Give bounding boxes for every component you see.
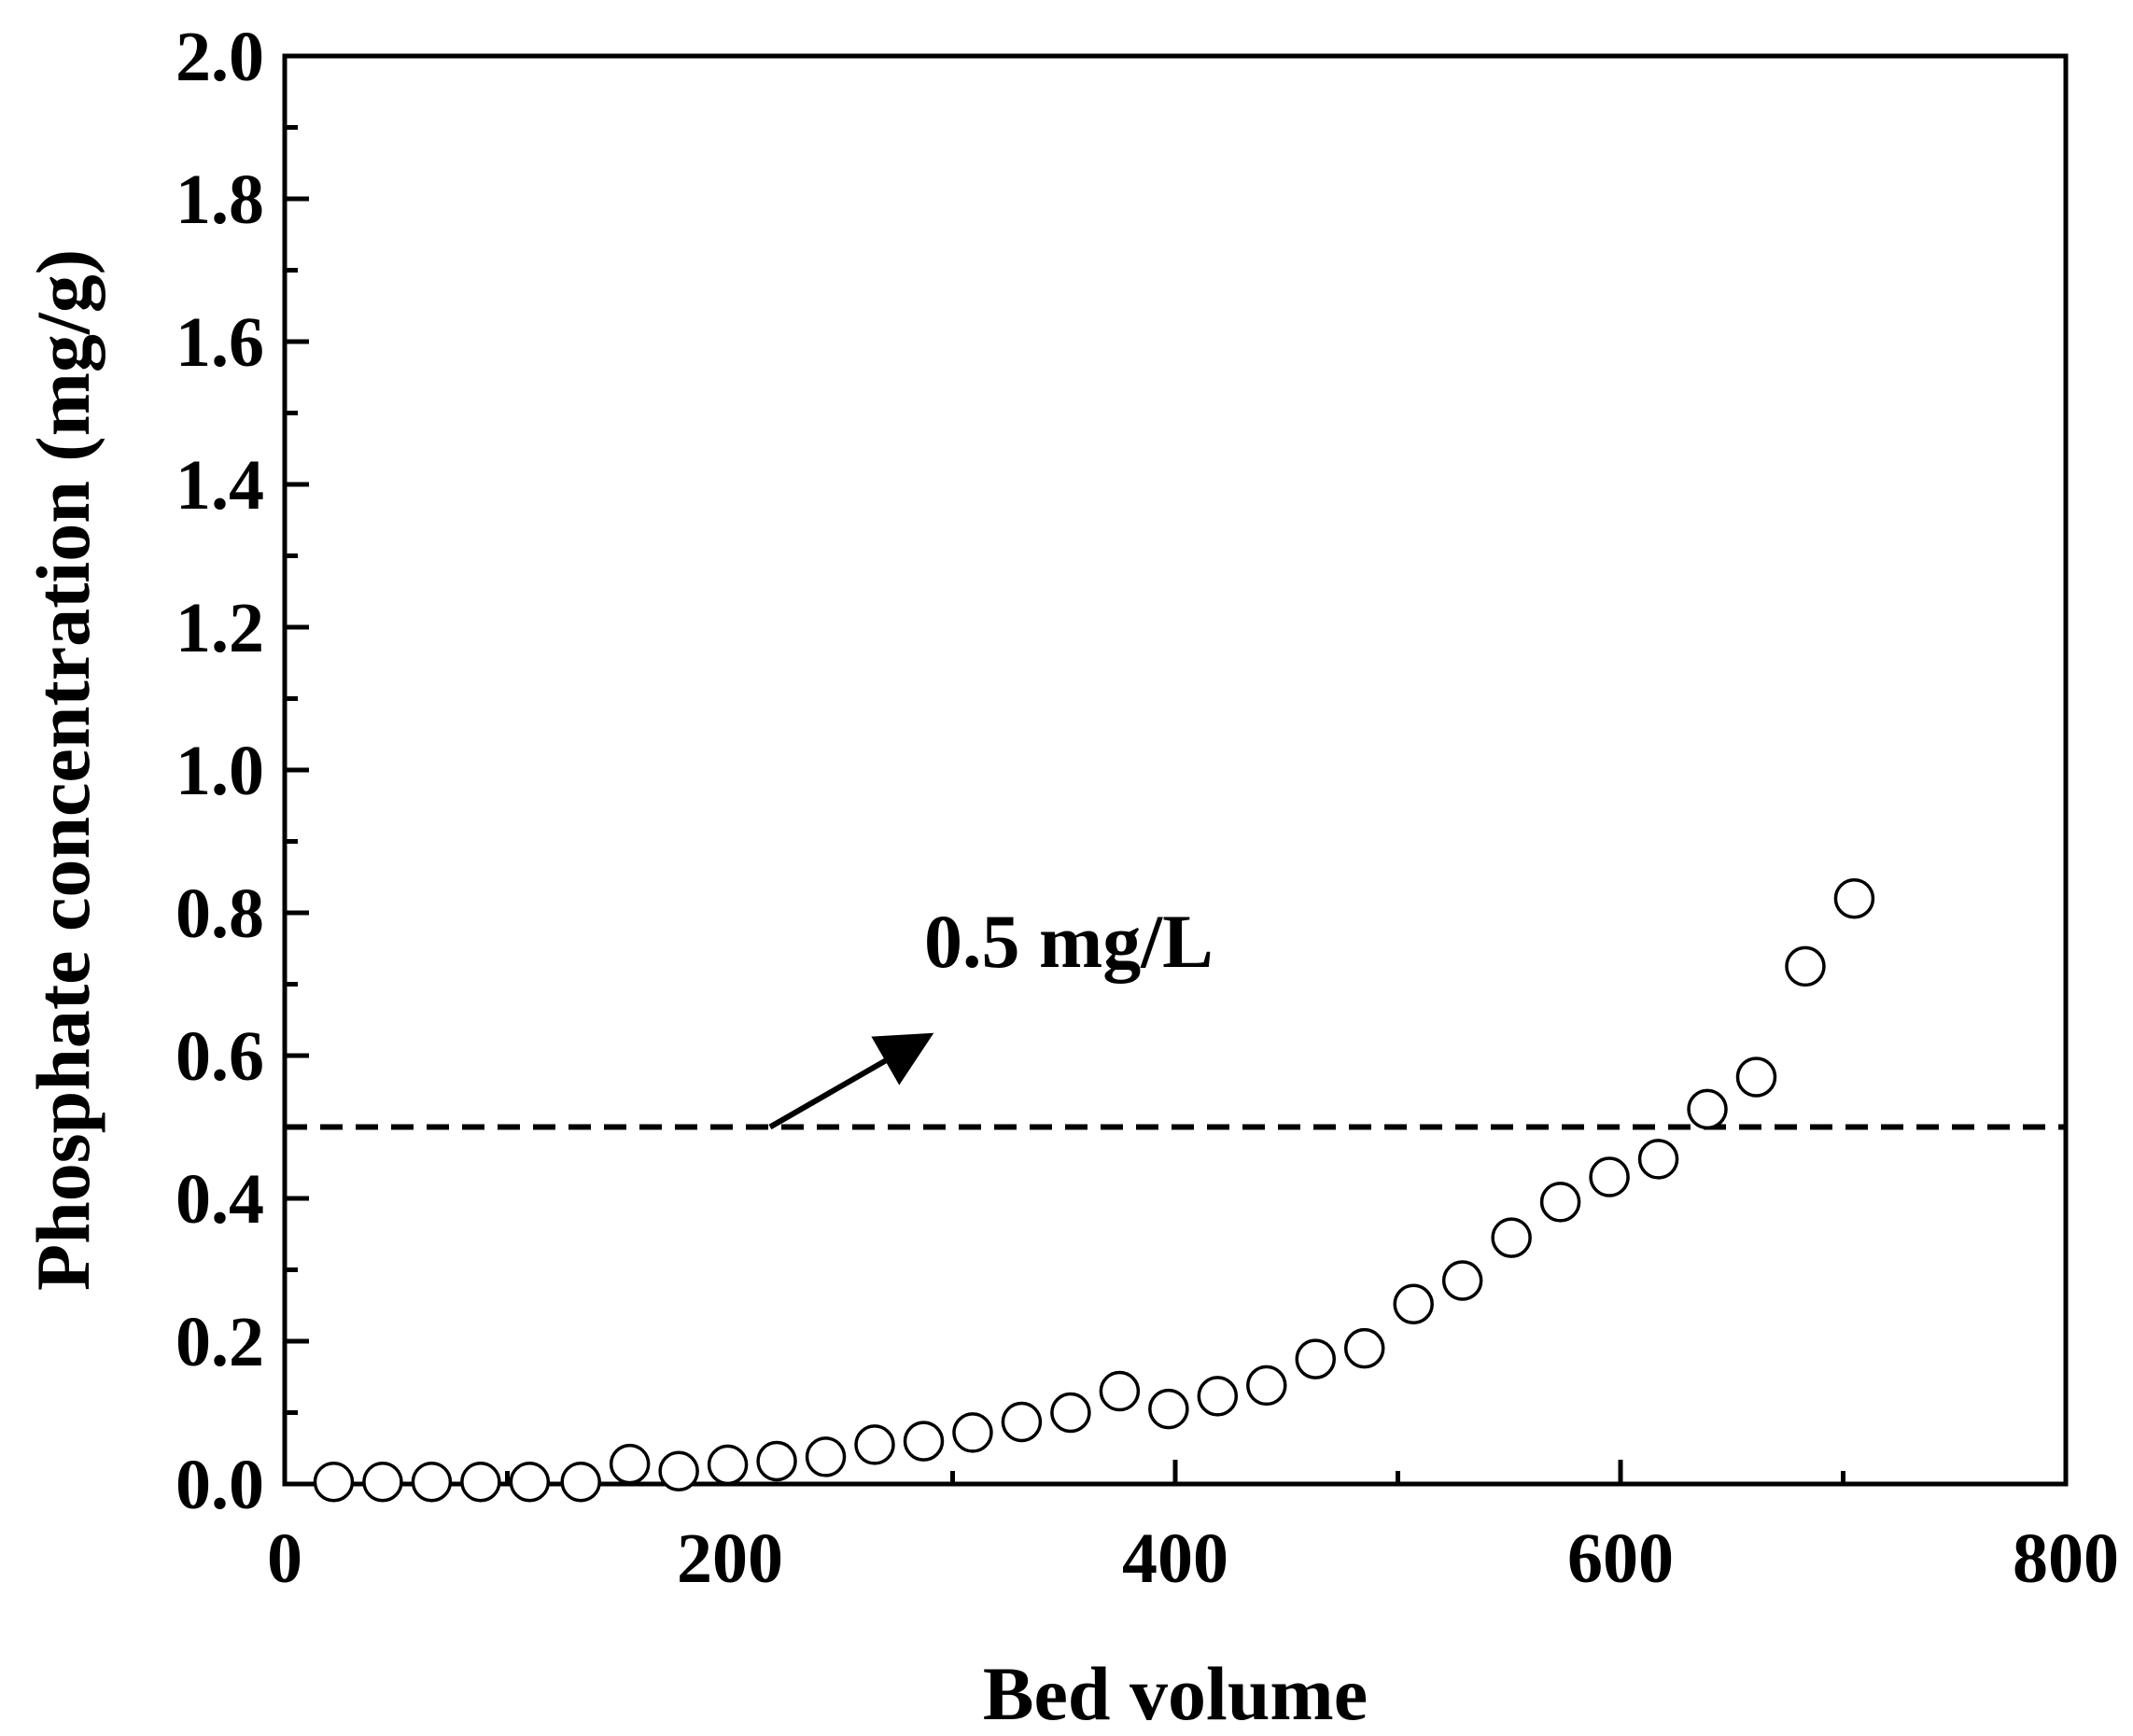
data-point — [1050, 1392, 1091, 1434]
data-point — [1148, 1388, 1189, 1430]
x-axis-title: Bed volume — [983, 1651, 1368, 1731]
data-point — [1099, 1370, 1141, 1412]
x-tick-label: 200 — [677, 1519, 783, 1598]
data-point — [952, 1412, 993, 1453]
x-tick-label: 400 — [1122, 1519, 1228, 1598]
annotation-label: 0.5 mg/L — [924, 899, 1214, 984]
data-point — [1295, 1338, 1337, 1379]
y-tick-label: 1.0 — [175, 732, 264, 810]
data-point — [756, 1440, 797, 1482]
data-point — [1393, 1283, 1434, 1324]
data-point — [1441, 1260, 1483, 1301]
y-axis-ticks: 0.0 0.2 0.4 0.6 0.8 1.0 1.2 1.4 1.6 1.8 2.0 — [175, 18, 309, 1524]
y-tick-label: 0.4 — [175, 1160, 264, 1239]
y-tick-label: 0.2 — [175, 1303, 264, 1381]
x-axis-ticks: 0 200 400 600 800 — [267, 1460, 2119, 1598]
data-point — [658, 1450, 699, 1491]
y-axis-title: Phosphate concentration (mg/g) — [21, 249, 105, 1291]
data-point — [1833, 877, 1875, 919]
data-point — [313, 1461, 355, 1503]
y-tick-label: 2.0 — [175, 18, 264, 96]
y-tick-label: 1.8 — [175, 161, 264, 239]
y-tick-label: 1.4 — [175, 446, 264, 525]
data-point — [411, 1461, 453, 1503]
data-point — [1637, 1139, 1679, 1180]
data-point — [854, 1424, 895, 1465]
y-tick-label: 1.6 — [175, 303, 264, 382]
data-point — [1735, 1057, 1777, 1098]
data-point — [1491, 1217, 1532, 1258]
data-point — [1539, 1182, 1581, 1223]
data-point — [1589, 1156, 1630, 1197]
x-tick-label: 0 — [267, 1519, 302, 1598]
y-tick-label: 0.8 — [175, 875, 264, 953]
data-point — [1197, 1376, 1239, 1417]
plot-frame — [282, 53, 2069, 1487]
data-point — [707, 1444, 749, 1486]
data-point — [1687, 1088, 1728, 1130]
data-point — [560, 1461, 601, 1503]
data-point — [609, 1443, 651, 1485]
data-point — [1246, 1365, 1287, 1407]
data-point — [903, 1421, 945, 1462]
data-points-layer — [313, 877, 1875, 1503]
y-tick-label: 0.6 — [175, 1017, 264, 1096]
data-point — [509, 1461, 551, 1503]
data-point — [362, 1461, 403, 1503]
data-point — [1343, 1327, 1385, 1369]
annotation-layer — [768, 1032, 934, 1130]
x-tick-label: 600 — [1567, 1519, 1674, 1598]
y-tick-label: 0.0 — [175, 1446, 264, 1524]
x-tick-label: 800 — [2013, 1519, 2119, 1598]
y-tick-label: 1.2 — [175, 589, 264, 667]
data-point — [1001, 1401, 1043, 1443]
annotation-arrow — [768, 1032, 934, 1130]
data-point — [805, 1436, 847, 1477]
data-point — [1785, 945, 1826, 987]
data-point — [460, 1461, 501, 1503]
